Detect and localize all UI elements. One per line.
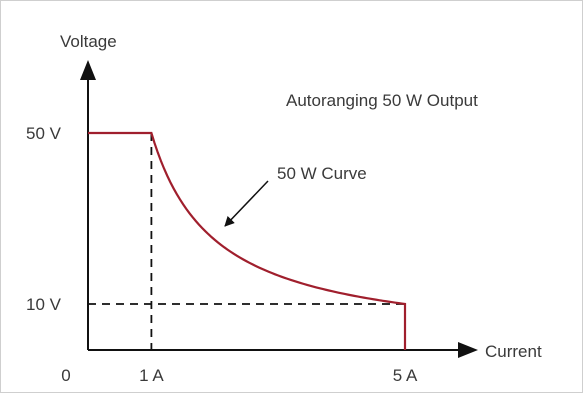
x-tick-label: 1 A xyxy=(139,366,164,385)
y-tick-label: 10 V xyxy=(26,295,62,314)
curve-label-annotation: 50 W Curve xyxy=(277,164,367,183)
x-axis-arrowhead xyxy=(458,342,478,358)
tick-labels: 10 V 50 V 1 A 5 A xyxy=(26,124,418,385)
x-tick-label: 5 A xyxy=(393,366,418,385)
chart-header-annotation: Autoranging 50 W Output xyxy=(286,91,478,110)
output-curve-line xyxy=(88,131,407,350)
y-tick-label: 50 V xyxy=(26,124,62,143)
origin-label: 0 xyxy=(61,366,70,385)
curve-pointer-arrow xyxy=(224,180,269,227)
x-axis-label: Current xyxy=(485,342,542,361)
y-axis-arrowhead xyxy=(80,60,96,80)
y-axis-label: Voltage xyxy=(60,32,117,51)
